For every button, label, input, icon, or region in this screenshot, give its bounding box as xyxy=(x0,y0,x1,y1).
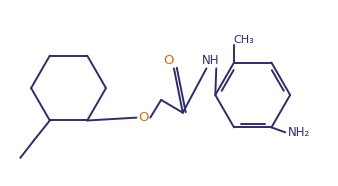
Text: CH₃: CH₃ xyxy=(234,35,254,45)
Text: O: O xyxy=(138,111,149,124)
Text: NH: NH xyxy=(202,54,219,67)
Text: O: O xyxy=(164,54,174,67)
Text: NH₂: NH₂ xyxy=(288,126,310,139)
